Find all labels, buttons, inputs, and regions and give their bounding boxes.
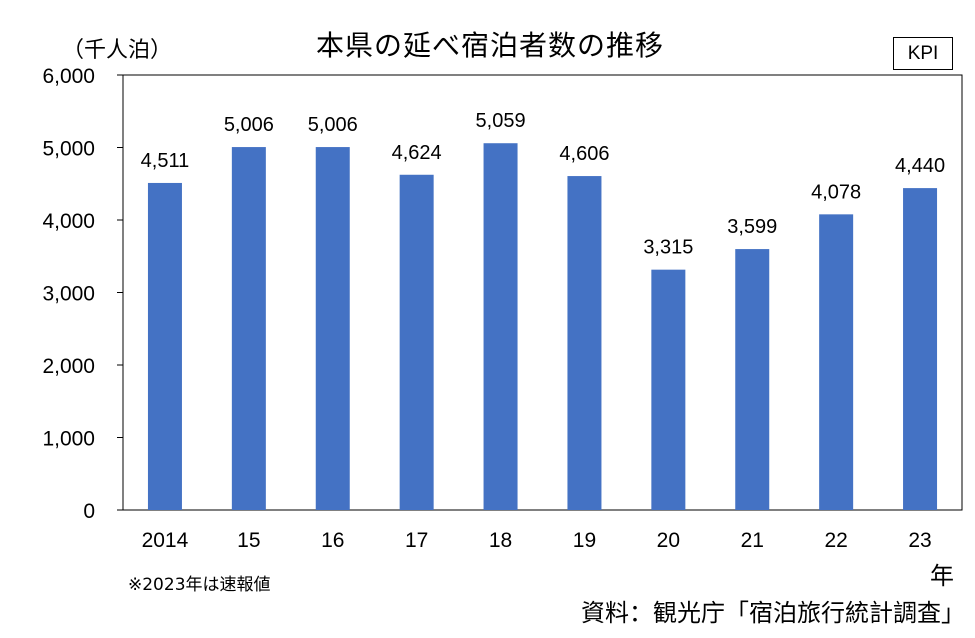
x-tick-label: 18 [489,529,512,552]
y-tick-label: 2,000 [42,355,95,378]
bar [315,147,350,510]
x-tick-label: 23 [908,529,931,552]
y-tick-label: 6,000 [42,65,95,88]
x-tick-label: 16 [321,529,344,552]
chart-title: 本県の延べ宿泊者数の推移 [315,29,664,62]
bar [147,182,182,510]
y-tick-label: 1,000 [42,428,95,451]
x-tick-label: 2014 [142,529,189,552]
x-tick-label: 20 [657,529,680,552]
preliminary-note: ※2023年は速報値 [128,575,271,595]
data-label: 4,440 [895,155,945,177]
y-tick-label: 0 [83,500,95,523]
data-label: 5,059 [476,110,526,132]
y-axis-unit-label: （千人泊） [62,38,173,63]
x-tick-label: 17 [405,529,428,552]
x-tick-label: 22 [824,529,847,552]
data-label: 3,599 [727,216,777,238]
data-label: 4,078 [811,181,861,203]
x-tick-label: 21 [741,529,764,552]
bar [483,143,518,510]
y-tick-label: 4,000 [42,210,95,233]
y-tick-label: 5,000 [42,138,95,161]
bar [567,176,602,510]
kpi-badge: KPI [893,37,953,70]
y-tick-label: 3,000 [42,283,95,306]
data-label: 3,315 [643,237,693,259]
bar [399,174,434,510]
data-label: 5,006 [308,114,358,136]
x-tick-label: 19 [573,529,596,552]
bar [735,249,770,510]
source-note: 資料：観光庁「宿泊旅行統計調査」 [581,599,965,627]
bar [651,269,686,510]
data-label: 5,006 [224,114,274,136]
bar [819,214,854,510]
x-axis-unit-label: 年 [930,562,954,590]
data-label: 4,624 [392,142,442,164]
bar [903,188,938,510]
data-label: 4,511 [141,150,190,172]
bar [231,147,266,510]
x-tick-label: 15 [237,529,260,552]
data-label: 4,606 [559,143,609,165]
